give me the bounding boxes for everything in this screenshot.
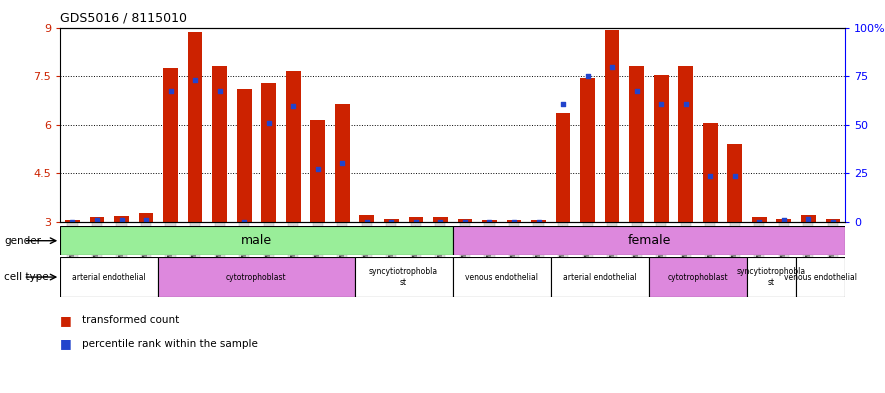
- Point: [262, 120, 276, 127]
- Bar: [703, 123, 718, 222]
- Bar: [458, 219, 473, 222]
- Point: [482, 219, 496, 225]
- Bar: [654, 75, 668, 222]
- Point: [727, 173, 742, 179]
- Text: cytotrophoblast: cytotrophoblast: [226, 273, 287, 281]
- Bar: [89, 217, 104, 222]
- Bar: [752, 217, 766, 222]
- Text: arterial endothelial: arterial endothelial: [73, 273, 146, 281]
- Text: ■: ■: [60, 314, 72, 327]
- Text: male: male: [241, 234, 272, 247]
- Point: [384, 219, 398, 225]
- Point: [164, 88, 178, 94]
- Text: gender: gender: [4, 236, 42, 246]
- Bar: [237, 89, 251, 222]
- Text: cell type: cell type: [4, 272, 49, 282]
- Bar: [482, 220, 496, 222]
- Point: [188, 77, 202, 83]
- Point: [826, 219, 840, 225]
- Text: syncytiotrophobla
st: syncytiotrophobla st: [737, 267, 806, 287]
- Bar: [359, 215, 374, 222]
- Text: ■: ■: [60, 337, 72, 351]
- Bar: [776, 219, 791, 222]
- Text: transformed count: transformed count: [82, 315, 180, 325]
- Point: [237, 219, 251, 225]
- Bar: [550, 257, 649, 297]
- Point: [409, 219, 423, 225]
- Bar: [433, 217, 448, 222]
- Point: [777, 217, 791, 223]
- Bar: [335, 104, 350, 222]
- Bar: [747, 257, 796, 297]
- Bar: [801, 215, 816, 222]
- Text: venous endothelial: venous endothelial: [466, 273, 538, 281]
- Bar: [581, 78, 595, 222]
- Point: [212, 88, 227, 94]
- Point: [311, 166, 325, 173]
- Text: percentile rank within the sample: percentile rank within the sample: [82, 339, 258, 349]
- Bar: [679, 66, 693, 222]
- Bar: [531, 220, 546, 222]
- Point: [679, 101, 693, 107]
- Point: [629, 88, 643, 95]
- Bar: [506, 220, 521, 222]
- Point: [507, 219, 521, 225]
- Bar: [727, 143, 743, 222]
- Bar: [409, 217, 423, 222]
- Bar: [60, 257, 158, 297]
- Point: [532, 219, 546, 225]
- Point: [286, 103, 300, 109]
- Bar: [60, 226, 453, 255]
- Bar: [163, 68, 178, 222]
- Point: [556, 101, 570, 107]
- Point: [139, 217, 153, 223]
- Point: [801, 216, 815, 222]
- Bar: [384, 219, 399, 222]
- Bar: [796, 257, 845, 297]
- Bar: [826, 219, 840, 222]
- Point: [605, 64, 620, 70]
- Text: venous endothelial: venous endothelial: [784, 273, 858, 281]
- Point: [654, 101, 668, 107]
- Point: [434, 219, 448, 225]
- Text: female: female: [627, 234, 671, 247]
- Bar: [629, 66, 644, 222]
- Bar: [556, 114, 571, 222]
- Bar: [188, 32, 203, 222]
- Point: [90, 217, 104, 223]
- Point: [114, 217, 128, 223]
- Bar: [453, 257, 550, 297]
- Bar: [261, 83, 276, 222]
- Bar: [139, 213, 153, 222]
- Bar: [311, 120, 325, 222]
- Bar: [212, 66, 227, 222]
- Bar: [286, 71, 301, 222]
- Text: GDS5016 / 8115010: GDS5016 / 8115010: [60, 12, 188, 25]
- Point: [752, 219, 766, 225]
- Bar: [158, 257, 355, 297]
- Bar: [453, 226, 845, 255]
- Bar: [355, 257, 453, 297]
- Text: syncytiotrophobla
st: syncytiotrophobla st: [369, 267, 438, 287]
- Text: arterial endothelial: arterial endothelial: [563, 273, 636, 281]
- Point: [65, 219, 80, 225]
- Point: [359, 219, 373, 225]
- Text: cytotrophoblast: cytotrophoblast: [667, 273, 728, 281]
- Point: [335, 160, 350, 166]
- Bar: [649, 257, 747, 297]
- Bar: [65, 220, 80, 222]
- Bar: [604, 30, 620, 222]
- Point: [704, 173, 718, 179]
- Point: [581, 73, 595, 79]
- Bar: [114, 216, 129, 222]
- Point: [458, 219, 472, 225]
